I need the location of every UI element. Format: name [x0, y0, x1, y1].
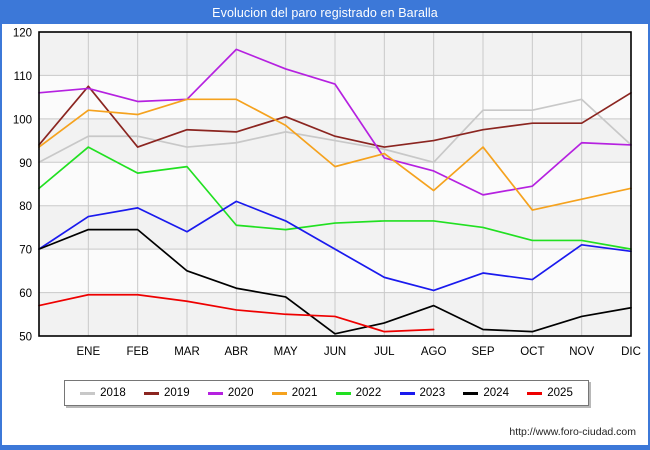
series-line-2022 — [38, 146, 632, 250]
legend-item-2020[interactable]: 2020 — [207, 387, 254, 399]
legend-swatch-icon — [463, 391, 479, 395]
legend-item-2019[interactable]: 2019 — [144, 387, 190, 399]
x-tick-label-ENE: ENE — [77, 346, 101, 358]
x-tick-label-MAY: MAY — [274, 346, 298, 358]
source-url: http://www.foro-ciudad.com — [509, 426, 636, 438]
line-chart: 50 60 70 80 90 100 110 120 ENE FEB MAR ABR MAY JUN JU… — [13, 28, 641, 359]
chart-plot-area: 50 60 70 80 90 100 110 120 ENE FEB MAR ABR MAY JUN JU… — [2, 24, 648, 374]
series-line-2018 — [38, 98, 632, 164]
y-tick-label: 100 — [13, 114, 32, 126]
legend-label: 2022 — [355, 387, 382, 399]
x-tick-label-ABR: ABR — [225, 346, 249, 358]
legend-swatch-icon — [271, 391, 287, 395]
x-tick-label-MAR: MAR — [174, 346, 200, 358]
legend-swatch-icon — [80, 391, 96, 395]
legend-swatch-icon — [527, 391, 543, 395]
legend-item-2025[interactable]: 2025 — [527, 387, 573, 399]
x-axis-tick-labels: ENE FEB MAR ABR MAY JUN JUL AGO SEP OCT NOV DIC — [77, 346, 641, 358]
x-tick-label-AGO: AGO — [421, 346, 447, 358]
legend-label: 2024 — [483, 387, 509, 399]
y-tick-label: 110 — [14, 71, 32, 83]
legend-item-2023[interactable]: 2023 — [399, 387, 446, 399]
y-tick-label: 70 — [19, 245, 32, 257]
y-tick-label: 80 — [19, 201, 32, 213]
series-line-2019 — [38, 85, 632, 148]
window-title-bar: Evolucion del paro registrado en Baralla — [2, 2, 648, 24]
legend-label: 2025 — [547, 387, 573, 399]
legend-label: 2018 — [100, 387, 126, 399]
y-axis-tick-labels: 50 60 70 80 90 100 110 120 — [13, 28, 32, 344]
legend-label: 2021 — [291, 387, 318, 399]
legend-swatch-icon — [399, 391, 415, 395]
legend-swatch-icon — [335, 391, 351, 395]
y-tick-label: 90 — [19, 158, 32, 170]
legend-label: 2020 — [227, 387, 254, 399]
legend-label: 2019 — [164, 387, 190, 399]
window-bottom-accent-bar — [2, 445, 648, 448]
legend-swatch-icon — [144, 391, 160, 395]
data-series-group — [38, 48, 632, 335]
x-tick-label-DIC: DIC — [621, 346, 641, 358]
x-tick-label-FEB: FEB — [126, 346, 149, 358]
page-title: Evolucion del paro registrado en Baralla — [212, 6, 438, 20]
series-line-2023 — [38, 200, 632, 292]
x-tick-label-OCT: OCT — [520, 346, 544, 358]
legend-item-2024[interactable]: 2024 — [463, 387, 509, 399]
x-tick-label-JUL: JUL — [374, 346, 395, 358]
series-line-2020 — [38, 48, 632, 196]
vertical-gridlines — [87, 32, 632, 336]
legend-item-2018[interactable]: 2018 — [80, 387, 126, 399]
plot-frame — [38, 31, 632, 337]
y-tick-label: 50 — [19, 332, 32, 344]
y-tick-label: 60 — [19, 288, 32, 300]
legend-item-2022[interactable]: 2022 — [335, 387, 382, 399]
x-tick-label-SEP: SEP — [471, 346, 494, 358]
series-line-2024 — [38, 228, 632, 335]
plot-border — [38, 31, 632, 337]
x-tick-label-JUN: JUN — [324, 346, 346, 358]
series-line-2021 — [38, 98, 632, 211]
y-tick-label: 120 — [13, 28, 32, 40]
x-tick-label-NOV: NOV — [569, 346, 594, 358]
legend-label: 2023 — [419, 387, 446, 399]
series-line-2025 — [38, 293, 435, 333]
chart-legend: 2018 2019 2020 2021 2022 2023 2024 2025 — [64, 380, 589, 406]
legend-item-2021[interactable]: 2021 — [271, 387, 318, 399]
legend-swatch-icon — [207, 391, 223, 395]
